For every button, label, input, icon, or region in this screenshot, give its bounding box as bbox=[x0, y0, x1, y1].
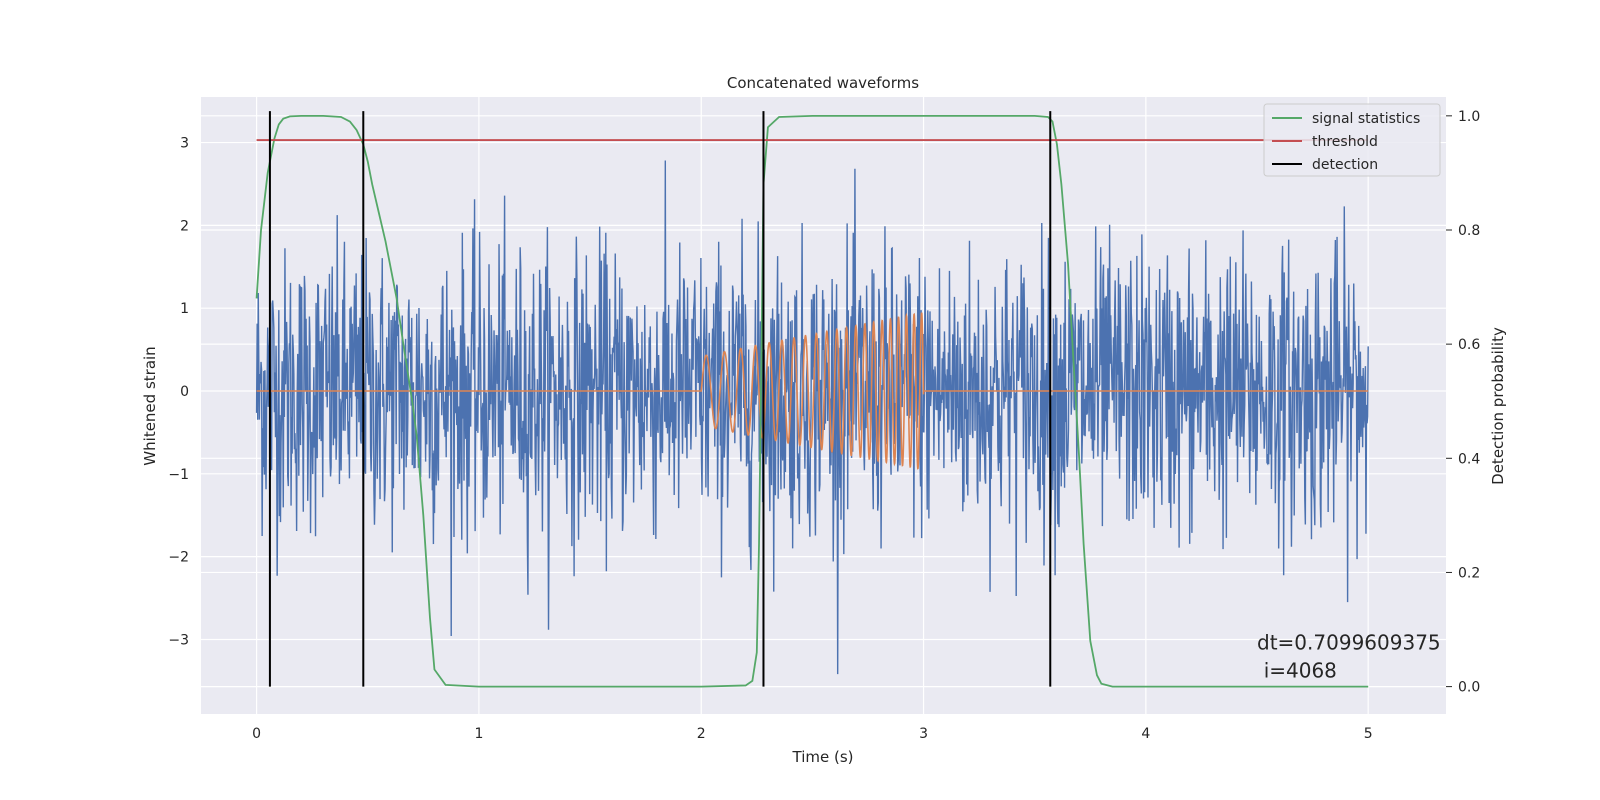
y-tick-label: 0 bbox=[180, 384, 189, 400]
y-axis-label: Whitened strain bbox=[141, 346, 159, 465]
legend: signal statistics threshold detection bbox=[1263, 103, 1441, 177]
x-tick-label: 1 bbox=[474, 726, 483, 742]
y2-tick-label: 0.4 bbox=[1458, 451, 1480, 467]
y2-axis-label: Detection probability bbox=[1489, 327, 1507, 485]
injected-signal-series bbox=[256, 312, 1369, 470]
annotations: dt=0.7099609375 i=4068 bbox=[1257, 630, 1441, 682]
x-tick-label: 3 bbox=[919, 726, 928, 742]
y2-tick-label: 0.0 bbox=[1458, 680, 1480, 696]
x-tick-label: 0 bbox=[252, 726, 261, 742]
data-layer bbox=[255, 111, 1369, 688]
y-tick-label: −2 bbox=[168, 550, 189, 566]
y2-tick-label: 0.6 bbox=[1458, 337, 1480, 353]
strain-noise-series bbox=[255, 160, 1369, 675]
y-tick-label: 1 bbox=[180, 301, 189, 317]
y2-tick-label: 1.0 bbox=[1458, 109, 1480, 125]
y-tick-label: 2 bbox=[180, 218, 189, 234]
x-tick-label: 4 bbox=[1141, 726, 1150, 742]
legend-label: threshold bbox=[1312, 134, 1378, 150]
legend-label: signal statistics bbox=[1312, 111, 1420, 127]
ticks: 0 1 2 3 4 5 −3 −2 −1 0 1 2 3 0.0 0.2 0.4 0.6 0.8 1.0 bbox=[168, 109, 1480, 742]
legend-box bbox=[1263, 103, 1441, 177]
y-tick-label: 3 bbox=[180, 136, 189, 152]
y2-tick-label: 0.8 bbox=[1458, 223, 1480, 239]
signal-statistics-line bbox=[255, 114, 1369, 688]
x-axis-label: Time (s) bbox=[792, 748, 854, 766]
y-tick-label: −1 bbox=[168, 467, 189, 483]
annotation-text: dt=0.7099609375 bbox=[1257, 630, 1441, 654]
y-tick-label: −3 bbox=[168, 632, 189, 648]
legend-label: detection bbox=[1312, 157, 1378, 173]
x-tick-label: 2 bbox=[697, 726, 706, 742]
x-tick-label: 5 bbox=[1364, 726, 1373, 742]
y2-tick-label: 0.2 bbox=[1458, 565, 1480, 581]
chart-title: Concatenated waveforms bbox=[727, 74, 919, 92]
annotation-text: i=4068 bbox=[1264, 659, 1337, 683]
